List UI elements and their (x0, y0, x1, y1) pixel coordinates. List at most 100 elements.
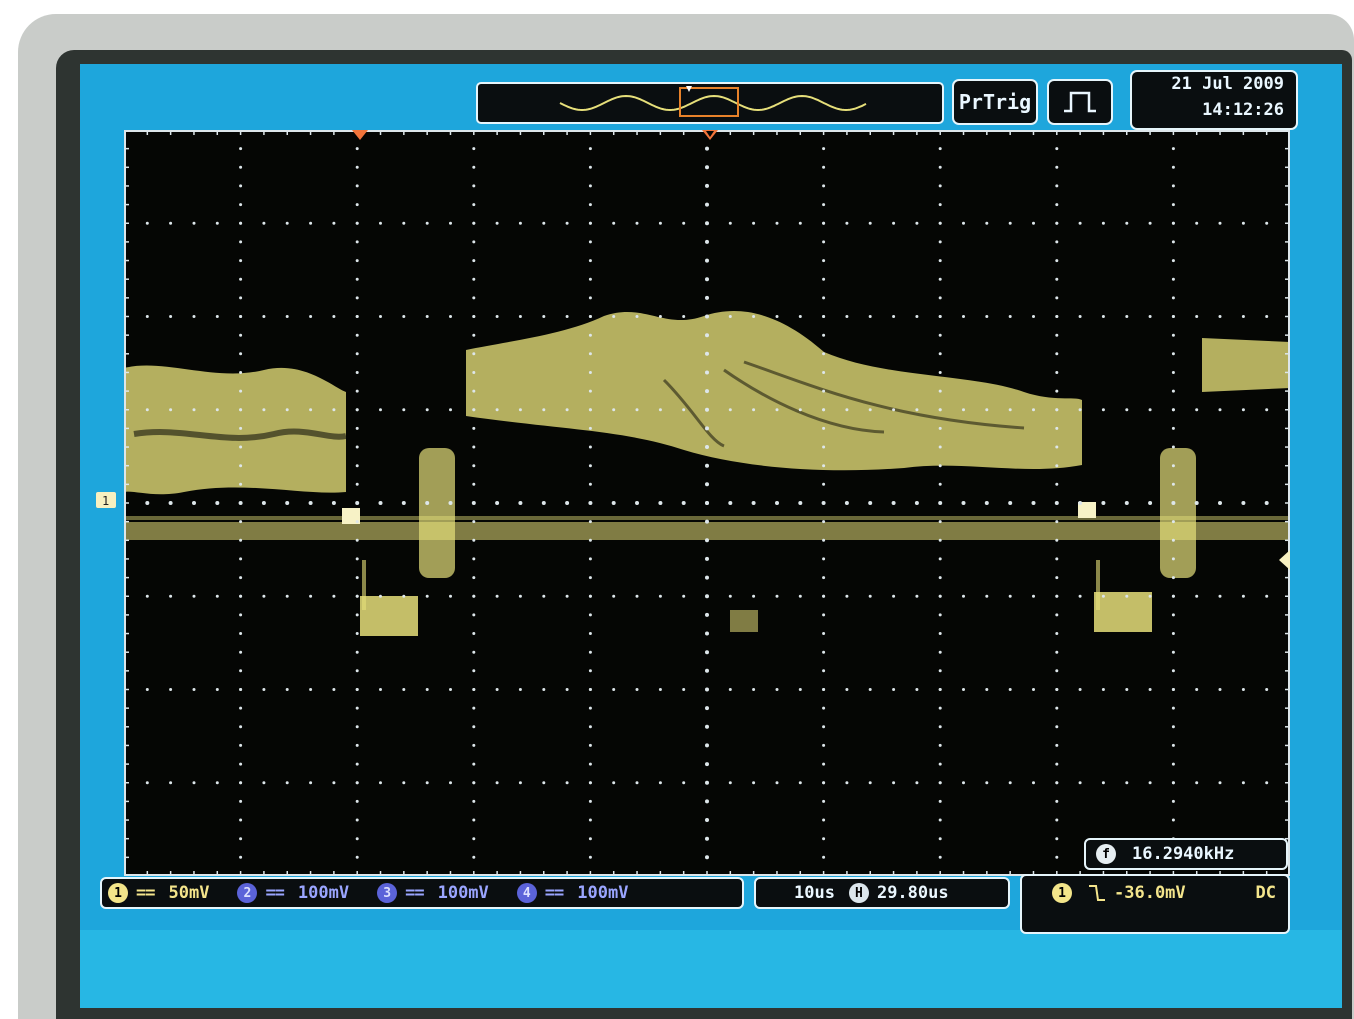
frequency-value: 16.2940kHz (1132, 844, 1235, 864)
grid-dot (1171, 781, 1175, 785)
horizontal-status-bar[interactable]: 10us H 29.80us (754, 877, 1010, 909)
grid-dot (262, 408, 266, 412)
frequency-readout: f 16.2940kHz (1084, 838, 1288, 870)
grid-dot (658, 408, 662, 412)
grid-dot (752, 688, 756, 691)
grid-dot (938, 650, 942, 654)
grid-dot (845, 315, 849, 318)
grid-dot (169, 408, 173, 412)
grid-dot (169, 781, 173, 785)
grid-dot (868, 594, 872, 598)
grid-dot (938, 464, 942, 468)
grid-dot (239, 296, 243, 300)
channel-1-status[interactable]: 1 == 50mV (108, 883, 209, 903)
grid-dot (868, 501, 873, 505)
grid-dot (588, 743, 592, 747)
grid-dot (1008, 594, 1012, 598)
grid-dot (588, 371, 592, 374)
grid-dot (239, 203, 243, 207)
grid-dot (938, 426, 942, 430)
grid-dot (285, 221, 289, 225)
grid-dot (658, 221, 662, 225)
grid-dot (309, 781, 313, 785)
grid-dot (402, 221, 406, 225)
grid-dot (822, 240, 826, 244)
grid-dot (914, 501, 919, 505)
pulse-block-1 (1094, 592, 1152, 632)
grid-dot (845, 594, 849, 598)
channel-4-status[interactable]: 4 == 100mV (516, 883, 628, 903)
grid-dot (588, 706, 592, 710)
grid-dot (588, 259, 592, 263)
grid-dot (472, 426, 476, 430)
trigger-status-box[interactable]: 1 -36.0mV DC (1020, 874, 1290, 934)
grid-dot (1171, 389, 1175, 393)
grid-dot (915, 221, 919, 225)
grid-dot (915, 781, 919, 785)
grid-dot (239, 259, 243, 263)
grid-dot (1008, 501, 1013, 505)
grid-dot (798, 781, 802, 785)
grid-dot (262, 221, 266, 225)
grid-dot (705, 426, 709, 431)
grid-dot (425, 781, 429, 785)
grid-dot (1008, 688, 1012, 691)
trigger-coupling-value: DC (1255, 883, 1276, 903)
trace-edge-mark-1 (1078, 502, 1096, 518)
grid-dot (1195, 594, 1199, 598)
grid-dot (1055, 426, 1059, 430)
grid-dot (612, 688, 616, 691)
grid-dot (1264, 501, 1269, 505)
grid-dot (355, 557, 359, 561)
grid-dot (798, 594, 802, 598)
grid-dot (495, 688, 499, 691)
date-label: 21 Jul 2009 (1171, 74, 1284, 94)
grid-dot (588, 333, 592, 337)
grid-dot (1055, 557, 1059, 561)
grid-dot (355, 781, 359, 785)
trigger-position-marker[interactable] (350, 128, 370, 142)
grid-dot (1171, 594, 1175, 598)
grid-dot (239, 762, 243, 766)
channel-2-scale: 100mV (297, 883, 350, 903)
grid-dot (355, 669, 359, 673)
grid-dot (239, 725, 243, 729)
grid-dot (472, 799, 476, 803)
grid-dot (145, 408, 149, 412)
grid-dot (309, 688, 313, 691)
grid-dot (449, 781, 452, 785)
channel-1-icon: 1 (108, 883, 128, 903)
grid-dot (1171, 296, 1175, 300)
grid-dot (938, 277, 942, 281)
grid-dot (1171, 762, 1175, 766)
grid-dot (145, 221, 149, 225)
grid-dot (658, 501, 663, 505)
grid-dot (775, 781, 779, 785)
grid-dot (355, 147, 359, 151)
grid-dot (961, 501, 966, 505)
grid-dot (705, 762, 709, 767)
grid-dot (518, 781, 522, 785)
grid-dot (472, 221, 476, 225)
grid-dot (728, 781, 732, 785)
grid-dot (658, 781, 662, 785)
grid-dot (705, 706, 709, 711)
grid-dot (379, 221, 382, 225)
grid-dot (239, 277, 243, 281)
grid-dot (588, 426, 592, 430)
waveform-display (124, 130, 1290, 876)
center-time-marker[interactable] (700, 128, 720, 144)
channel-3-status[interactable]: 3 == 100mV (377, 883, 489, 903)
grid-dot (169, 688, 173, 691)
grid-dot (1265, 594, 1269, 598)
pulse-block-0 (360, 596, 418, 636)
grid-dot (705, 519, 709, 524)
channel-2-status[interactable]: 2 == 100mV (237, 883, 349, 903)
grid-dot (868, 315, 872, 318)
channel1-ground-marker[interactable]: 1 (96, 492, 118, 510)
grid-dot (845, 781, 849, 785)
grid-dot (1031, 501, 1036, 505)
trigger-level-marker[interactable] (1276, 548, 1292, 572)
grid-dot (239, 352, 243, 356)
grid-dot (822, 781, 826, 785)
